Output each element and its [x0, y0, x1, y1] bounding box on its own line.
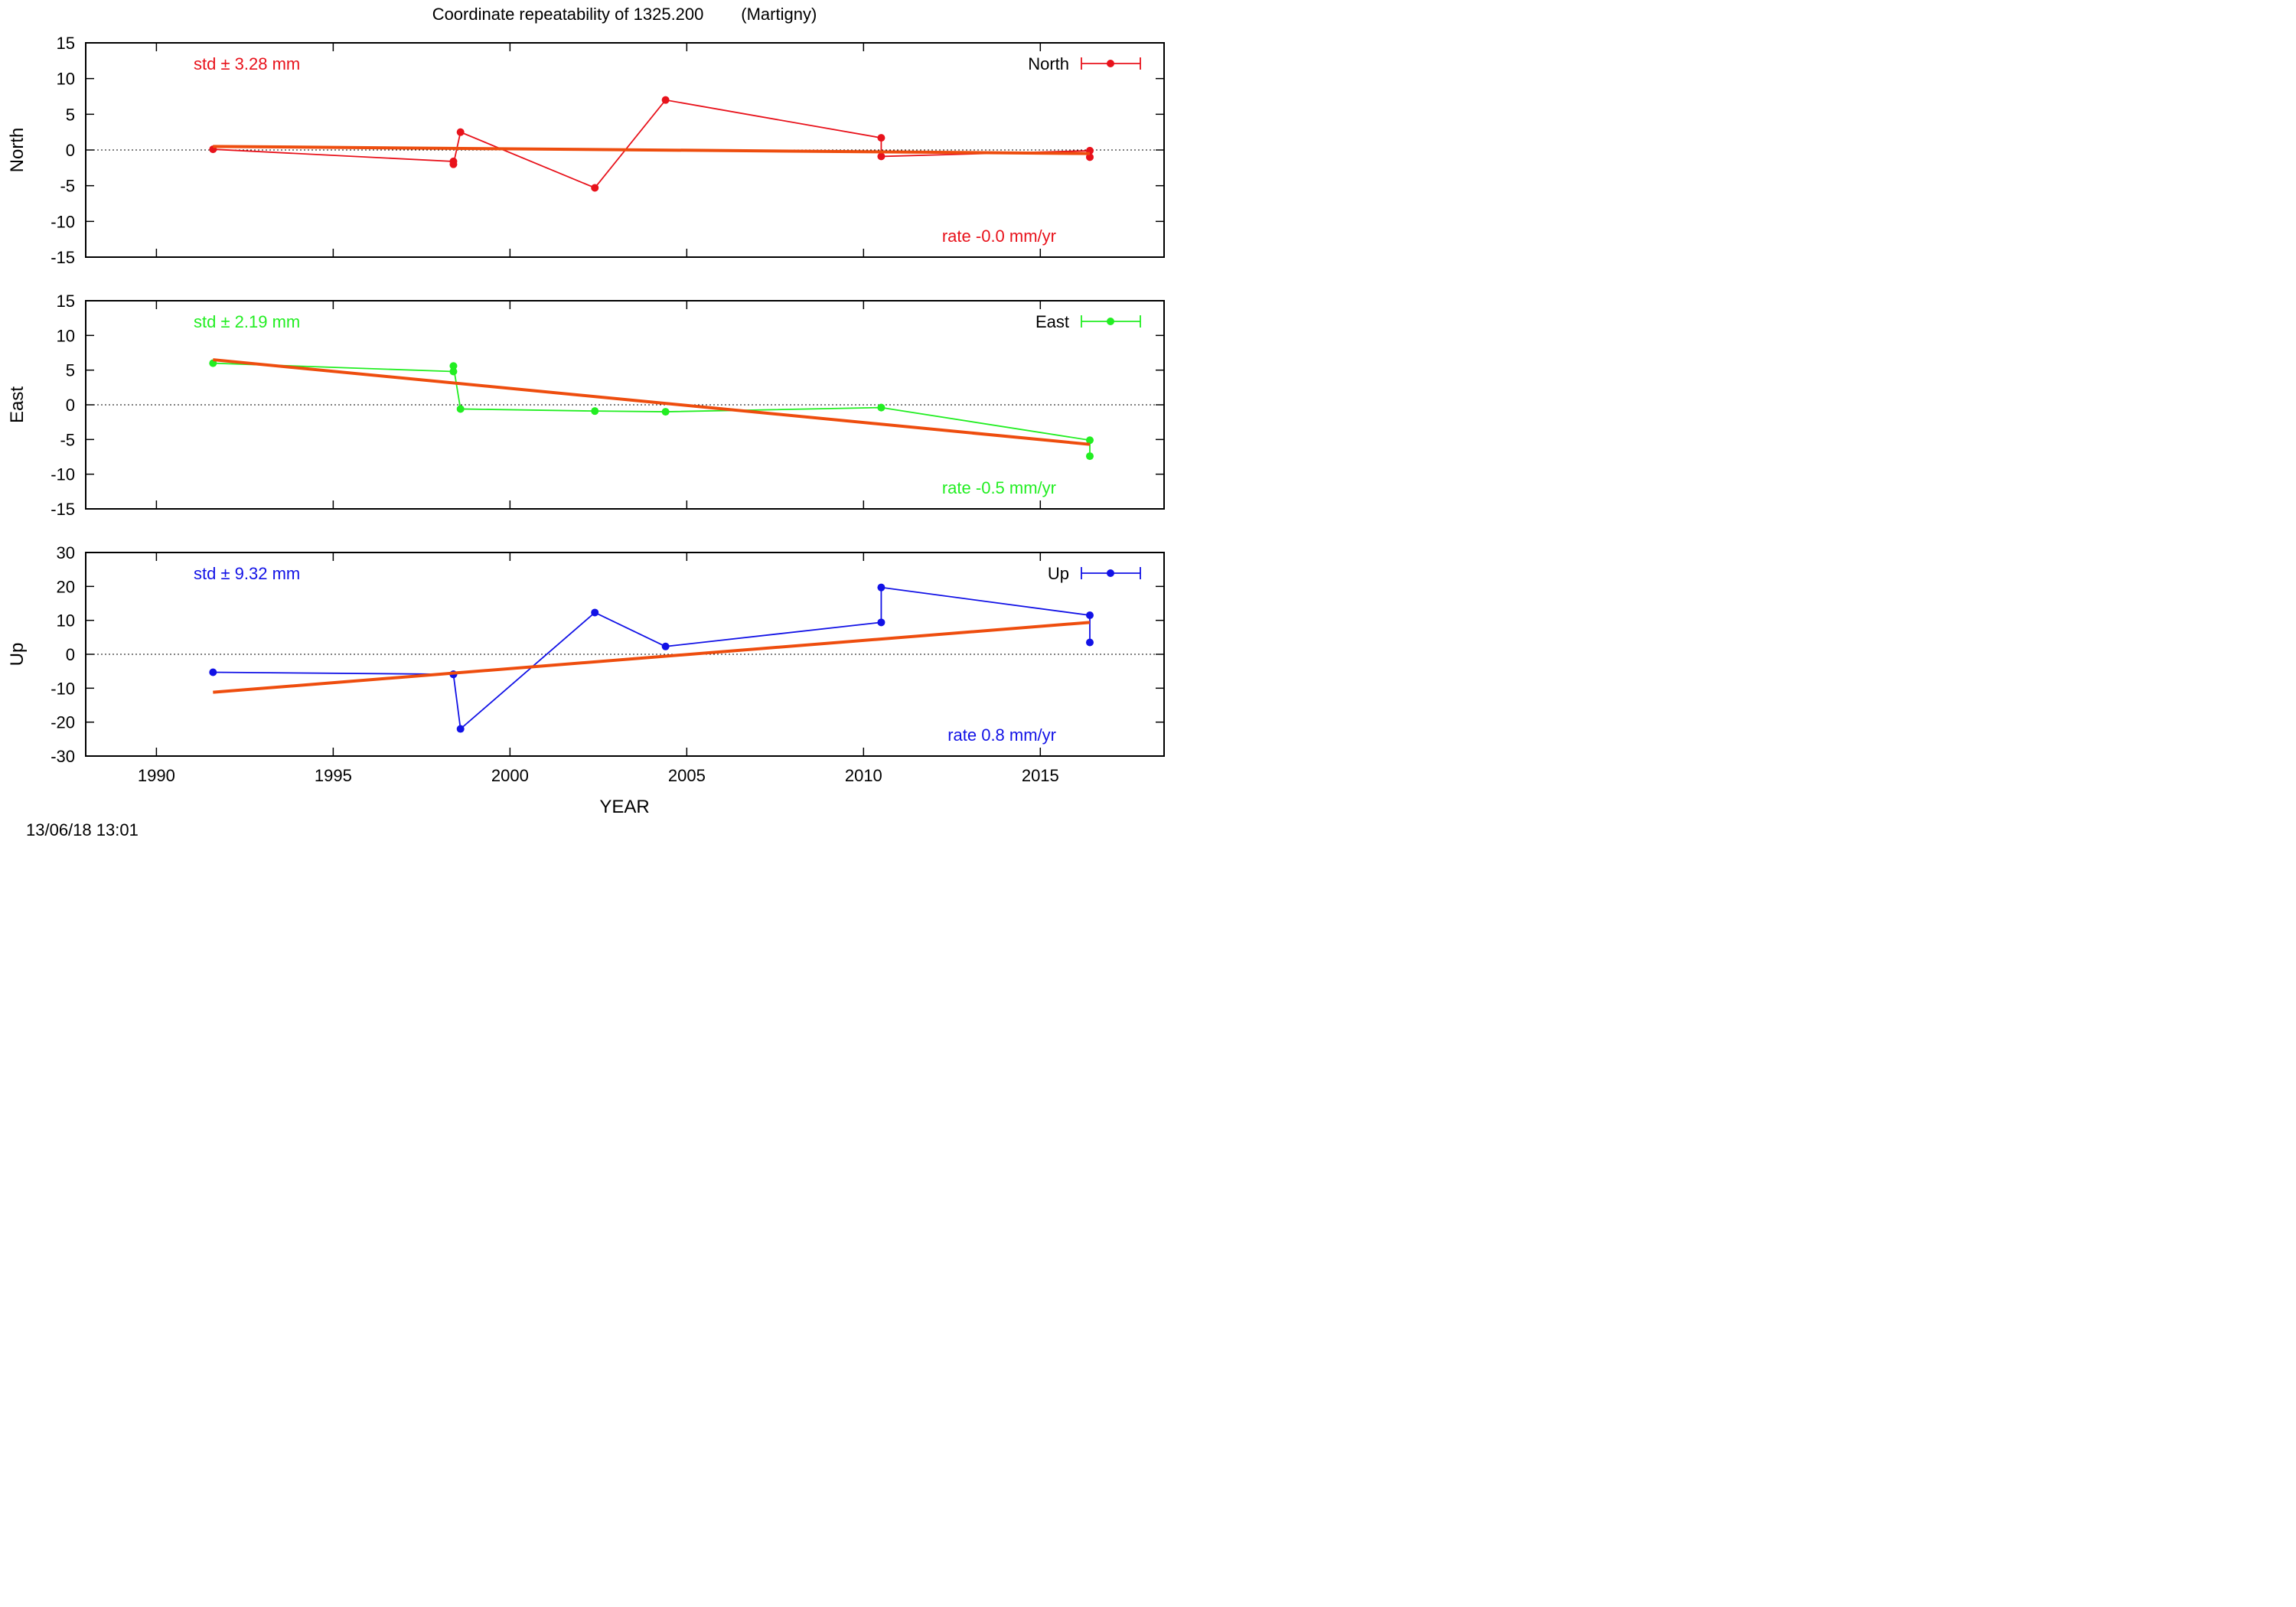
east-ytick-label-2: 5 — [66, 361, 75, 380]
up-legend-marker — [1107, 569, 1114, 577]
north-trend-line — [213, 145, 1091, 155]
east-data-point-8 — [1085, 436, 1094, 445]
xtick-label-0: 1990 — [138, 766, 175, 785]
xtick-label-1: 1995 — [315, 766, 352, 785]
up-rate-label: rate 0.8 mm/yr — [947, 725, 1056, 745]
north-data-point-7 — [877, 152, 885, 161]
up-ytick-label-4: -10 — [51, 679, 75, 698]
up-data-point-8 — [1085, 611, 1094, 620]
up-data-point-6 — [877, 618, 885, 627]
north-data-point-5 — [661, 96, 670, 104]
east-rate-label: rate -0.5 mm/yr — [942, 478, 1056, 497]
east-ytick-label-3: 0 — [66, 396, 75, 415]
coordinate-repeatability-chart: Coordinate repeatability of 1325.200 (Ma… — [0, 0, 1183, 842]
north-data-point-3 — [456, 128, 465, 136]
chart-svg: Coordinate repeatability of 1325.200 (Ma… — [7, 5, 1165, 839]
up-std-label: std ± 9.32 mm — [194, 564, 300, 583]
up-ytick-label-6: -30 — [51, 747, 75, 766]
up-data-point-9 — [1085, 638, 1094, 647]
north-std-label: std ± 3.28 mm — [194, 54, 300, 73]
east-trend-line — [213, 358, 1091, 446]
up-ytick-label-5: -20 — [51, 713, 75, 732]
xtick-label-3: 2005 — [668, 766, 706, 785]
east-ytick-label-6: -15 — [51, 500, 75, 519]
chart-title: Coordinate repeatability of 1325.200 (Ma… — [432, 5, 817, 24]
east-data-point-4 — [591, 407, 599, 416]
up-data-point-7 — [877, 583, 885, 592]
north-legend-marker — [1107, 60, 1114, 67]
north-rate-label: rate -0.0 mm/yr — [942, 227, 1056, 246]
up-data-point-5 — [661, 642, 670, 650]
north-series-line — [213, 99, 1091, 189]
xtick-label-5: 2015 — [1022, 766, 1059, 785]
east-legend-marker — [1107, 318, 1114, 325]
north-data-point-2 — [449, 160, 458, 168]
east-legend-label: East — [1035, 312, 1069, 331]
up-data-point-0 — [209, 668, 217, 676]
east-ytick-label-0: 15 — [57, 292, 75, 311]
up-ytick-label-3: 0 — [66, 645, 75, 664]
east-std-label: std ± 2.19 mm — [194, 312, 300, 331]
north-ylabel: North — [7, 128, 28, 173]
east-ytick-label-5: -10 — [51, 465, 75, 484]
north-data-point-9 — [1085, 153, 1094, 161]
east-data-point-5 — [661, 408, 670, 416]
north-ytick-label-3: 0 — [66, 141, 75, 160]
x-axis-label: YEAR — [599, 797, 649, 817]
up-data-point-3 — [456, 725, 465, 733]
xtick-label-4: 2010 — [845, 766, 882, 785]
up-ylabel: Up — [7, 643, 28, 667]
east-ylabel: East — [7, 386, 28, 423]
east-series-line — [213, 362, 1091, 457]
north-ytick-label-1: 10 — [57, 70, 75, 89]
up-ytick-label-1: 20 — [57, 577, 75, 596]
up-data-point-4 — [591, 608, 599, 617]
up-trend-line — [213, 621, 1091, 694]
north-ytick-label-6: -15 — [51, 248, 75, 267]
north-ytick-label-0: 15 — [57, 34, 75, 53]
xtick-label-2: 2000 — [491, 766, 529, 785]
east-ytick-label-4: -5 — [60, 430, 75, 449]
east-data-point-9 — [1085, 452, 1094, 461]
north-data-point-6 — [877, 134, 885, 142]
north-ytick-label-2: 5 — [66, 105, 75, 124]
north-data-point-4 — [591, 184, 599, 192]
north-ytick-label-5: -10 — [51, 212, 75, 231]
north-legend-label: North — [1028, 54, 1069, 73]
east-data-point-3 — [456, 405, 465, 413]
timestamp: 13/06/18 13:01 — [26, 820, 139, 839]
up-ytick-label-0: 30 — [57, 543, 75, 562]
east-data-point-2 — [449, 362, 458, 370]
east-data-point-1 — [449, 367, 458, 376]
up-legend-label: Up — [1048, 564, 1069, 583]
north-ytick-label-4: -5 — [60, 177, 75, 196]
east-data-point-7 — [877, 403, 885, 412]
up-ytick-label-2: 10 — [57, 611, 75, 631]
east-ytick-label-1: 10 — [57, 326, 75, 345]
